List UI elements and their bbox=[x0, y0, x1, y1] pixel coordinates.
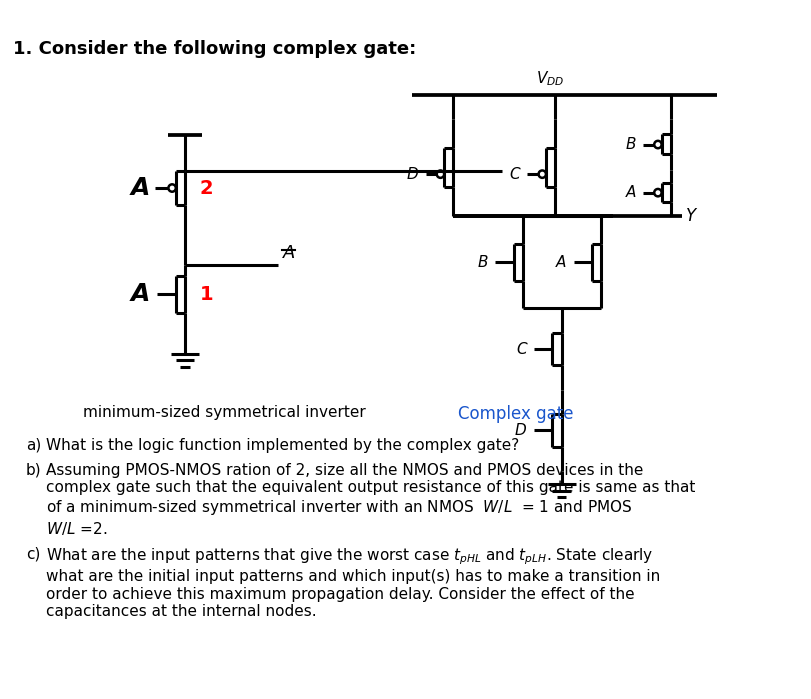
Text: Y: Y bbox=[684, 207, 695, 225]
Text: 1: 1 bbox=[200, 285, 213, 304]
Text: Assuming PMOS-NMOS ration of 2, size all the NMOS and PMOS devices in the
comple: Assuming PMOS-NMOS ration of 2, size all… bbox=[46, 463, 695, 537]
Text: A: A bbox=[131, 282, 150, 306]
Text: D: D bbox=[406, 166, 418, 182]
Text: Complex gate: Complex gate bbox=[457, 405, 573, 424]
Text: D: D bbox=[514, 423, 526, 438]
Text: minimum-sized symmetrical inverter: minimum-sized symmetrical inverter bbox=[84, 405, 366, 421]
Text: A: A bbox=[624, 185, 635, 200]
Text: What is the logic function implemented by the complex gate?: What is the logic function implemented b… bbox=[46, 438, 519, 453]
Text: A: A bbox=[131, 176, 150, 200]
Text: c): c) bbox=[26, 546, 41, 561]
Text: B: B bbox=[624, 137, 635, 152]
Text: C: C bbox=[515, 342, 526, 356]
Text: 2: 2 bbox=[200, 178, 213, 198]
Text: 1. Consider the following complex gate:: 1. Consider the following complex gate: bbox=[13, 40, 416, 58]
Text: B: B bbox=[477, 254, 487, 270]
Text: $V_{DD}$: $V_{DD}$ bbox=[536, 69, 564, 88]
Text: C: C bbox=[508, 166, 519, 182]
Text: A: A bbox=[283, 244, 295, 262]
Text: a): a) bbox=[26, 438, 41, 453]
Text: b): b) bbox=[26, 463, 41, 478]
Text: What are the input patterns that give the worst case $t_{pHL}$ and $t_{pLH}$. St: What are the input patterns that give th… bbox=[46, 546, 659, 619]
Text: A: A bbox=[556, 254, 565, 270]
